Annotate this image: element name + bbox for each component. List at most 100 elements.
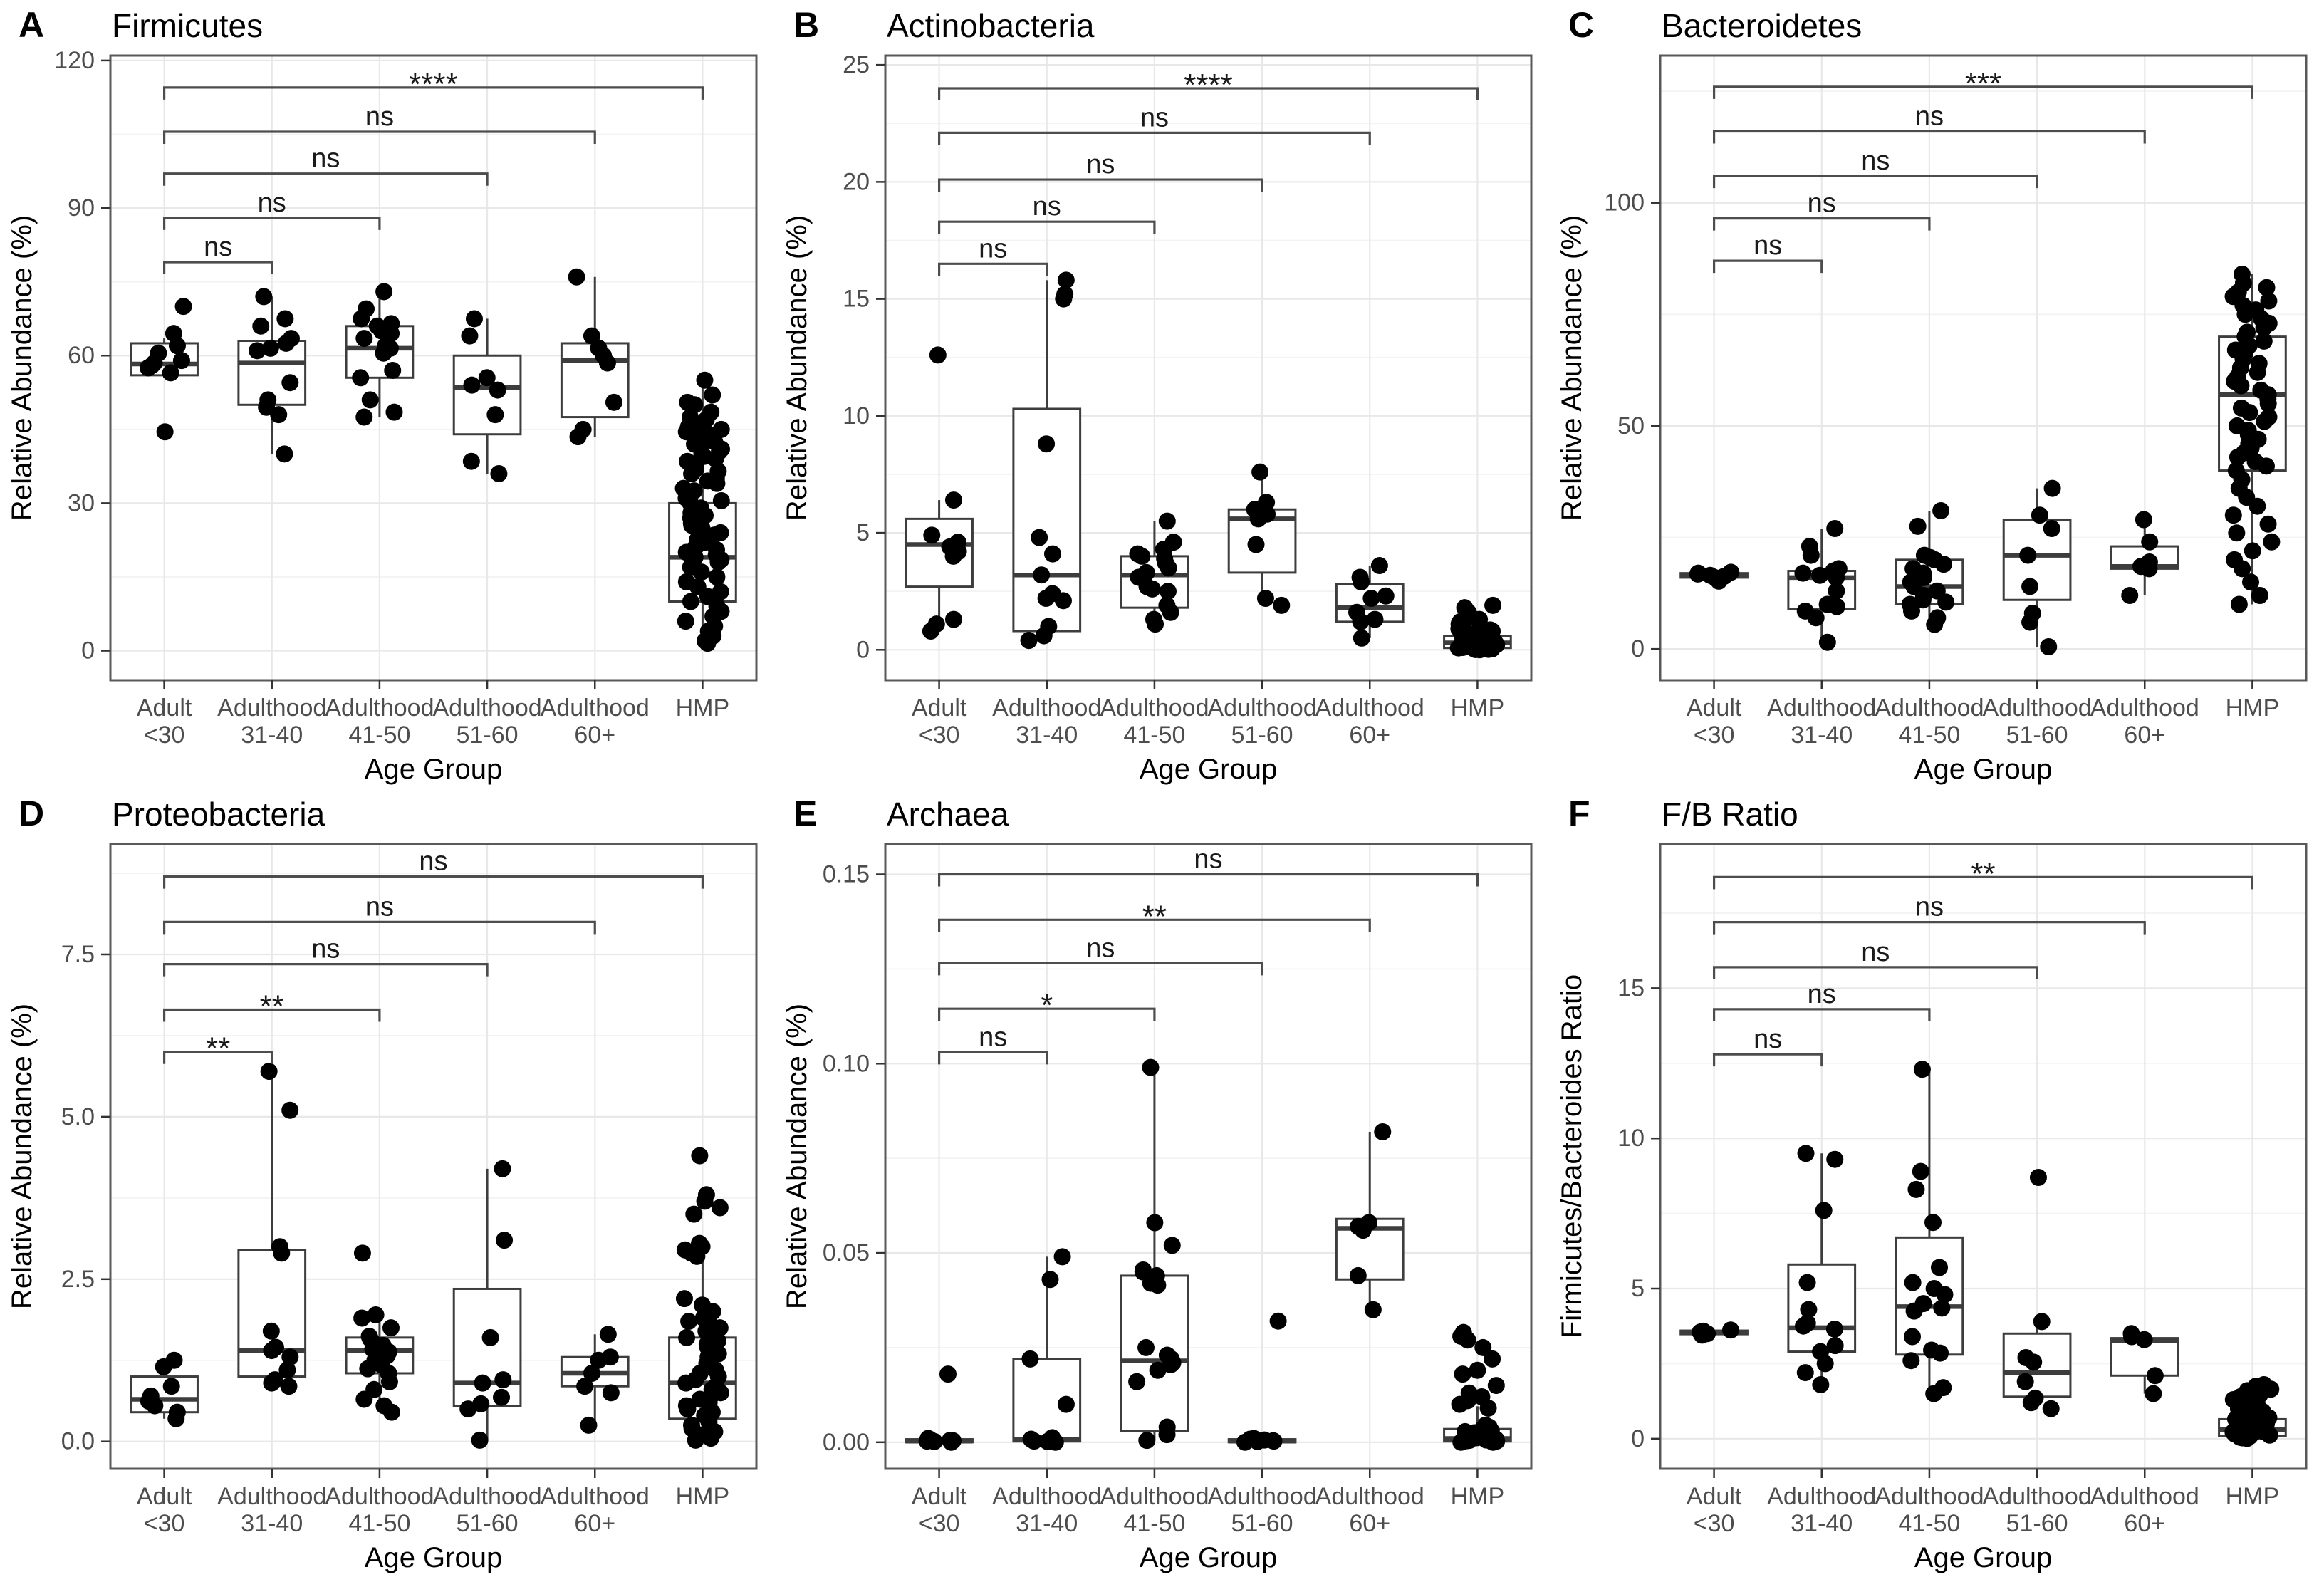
y-axis-title: Relative Abundance (%) xyxy=(6,215,38,521)
significance-bracket xyxy=(162,130,596,145)
data-point xyxy=(1249,510,1267,528)
data-point xyxy=(1818,633,1836,651)
significance-label: * xyxy=(1041,988,1053,1023)
data-point xyxy=(1142,1058,1160,1076)
x-category-label: Adult xyxy=(1687,1483,1742,1510)
significance-bracket xyxy=(937,178,1263,192)
x-category-label: Adulthood xyxy=(433,1483,542,1510)
data-point xyxy=(1057,271,1075,289)
data-point xyxy=(2021,578,2039,595)
data-point xyxy=(1936,1286,1954,1303)
panel-1: 0 30 60 90 120 Adult <30 Adulthood 31-40 Adulthoo… xyxy=(0,0,775,788)
panel-6: 0 5 10 15 Adult <30 Adulthood 31-40 Adulthood 41-… xyxy=(1550,788,2324,1577)
data-point xyxy=(273,1244,291,1262)
data-point xyxy=(384,361,402,379)
data-point xyxy=(599,1326,617,1343)
data-point xyxy=(270,406,288,424)
significance-label: ns xyxy=(979,234,1007,264)
data-point xyxy=(2140,560,2158,578)
data-point xyxy=(465,310,483,328)
significance-label: ** xyxy=(1142,899,1167,934)
x-category-label: Adult xyxy=(137,1483,192,1510)
x-category-label: 31-40 xyxy=(1016,1510,1078,1537)
data-point xyxy=(923,526,941,544)
data-point xyxy=(2033,1313,2051,1331)
x-category-label: HMP xyxy=(676,694,730,722)
significance-label: ns xyxy=(258,188,286,218)
significance-label: **** xyxy=(1184,68,1233,103)
data-point xyxy=(1913,1061,1931,1078)
data-point xyxy=(281,1101,299,1119)
data-point xyxy=(2016,1373,2034,1390)
data-point xyxy=(1162,1355,1179,1373)
data-point xyxy=(677,613,694,630)
data-point xyxy=(692,563,710,581)
data-point xyxy=(1826,1150,1844,1168)
panel-title: Firmicutes xyxy=(112,7,263,44)
data-point xyxy=(1143,580,1161,598)
x-category-label: <30 xyxy=(144,1510,185,1537)
data-point xyxy=(1057,1395,1075,1413)
data-point xyxy=(162,364,179,382)
data-point xyxy=(1031,529,1048,546)
panel-4: 0.0 2.5 5.0 7.5 Adult <30 Adulthood 31-40 Adulth… xyxy=(0,788,775,1577)
data-point xyxy=(680,1313,698,1331)
data-point xyxy=(944,491,962,509)
significance-label: ns xyxy=(311,144,340,174)
data-point xyxy=(1905,1302,1923,1320)
data-point xyxy=(249,342,266,360)
x-category-label: 41-50 xyxy=(348,1510,410,1537)
x-category-label: <30 xyxy=(1694,722,1735,749)
data-point xyxy=(682,593,699,610)
x-category-label: HMP xyxy=(2226,694,2280,722)
x-category-label: HMP xyxy=(1451,694,1505,722)
data-point xyxy=(382,1403,400,1421)
panel-5: 0.00 0.05 0.10 0.15 Adult <30 Adulthood 31-40 Ad… xyxy=(775,788,1550,1577)
data-point xyxy=(677,1374,695,1392)
data-point xyxy=(583,1364,600,1382)
panel-tag: C xyxy=(1568,5,1594,45)
x-category-label: HMP xyxy=(2226,1483,2280,1510)
data-point xyxy=(375,283,393,301)
significance-bracket xyxy=(937,131,1371,145)
significance-bracket xyxy=(162,920,596,935)
significance-label: ns xyxy=(1194,845,1222,875)
data-point xyxy=(2260,292,2278,310)
significance-label: ns xyxy=(311,935,340,964)
data-point xyxy=(675,1290,693,1308)
data-point xyxy=(1907,1180,1925,1198)
data-point xyxy=(277,334,295,352)
significance-bracket xyxy=(162,963,489,977)
data-point xyxy=(1236,1433,1254,1451)
data-point xyxy=(156,423,174,441)
data-point xyxy=(712,491,730,509)
data-point xyxy=(1459,1331,1476,1349)
panel-border xyxy=(884,54,1533,682)
significance-bracket xyxy=(1712,875,2254,890)
data-point xyxy=(1811,566,1829,584)
data-point xyxy=(1825,1320,1843,1338)
y-tick-label: 120 xyxy=(54,47,95,74)
y-tick-label: 0.0 xyxy=(61,1428,95,1455)
data-point xyxy=(1146,1214,1164,1232)
data-point xyxy=(687,1431,704,1449)
data-point xyxy=(461,327,479,345)
data-point xyxy=(489,381,506,399)
significance-bracket xyxy=(1712,1008,1931,1021)
data-point xyxy=(1137,1338,1155,1356)
data-point xyxy=(2249,497,2266,515)
data-point xyxy=(1055,290,1073,308)
data-point xyxy=(2021,613,2039,631)
significance-label: *** xyxy=(1965,66,2001,101)
boxplot-box xyxy=(452,354,522,436)
x-category-label: Adulthood xyxy=(992,694,1101,722)
data-point xyxy=(2019,546,2037,564)
plot-area xyxy=(1660,56,2306,680)
data-point xyxy=(1693,1326,1711,1344)
data-point xyxy=(1826,1337,1844,1355)
data-point xyxy=(459,1400,477,1418)
data-point xyxy=(1925,1385,1943,1402)
data-point xyxy=(2135,1331,2153,1348)
y-tick-label: 0.15 xyxy=(823,861,870,888)
x-category-label: <30 xyxy=(144,722,185,749)
